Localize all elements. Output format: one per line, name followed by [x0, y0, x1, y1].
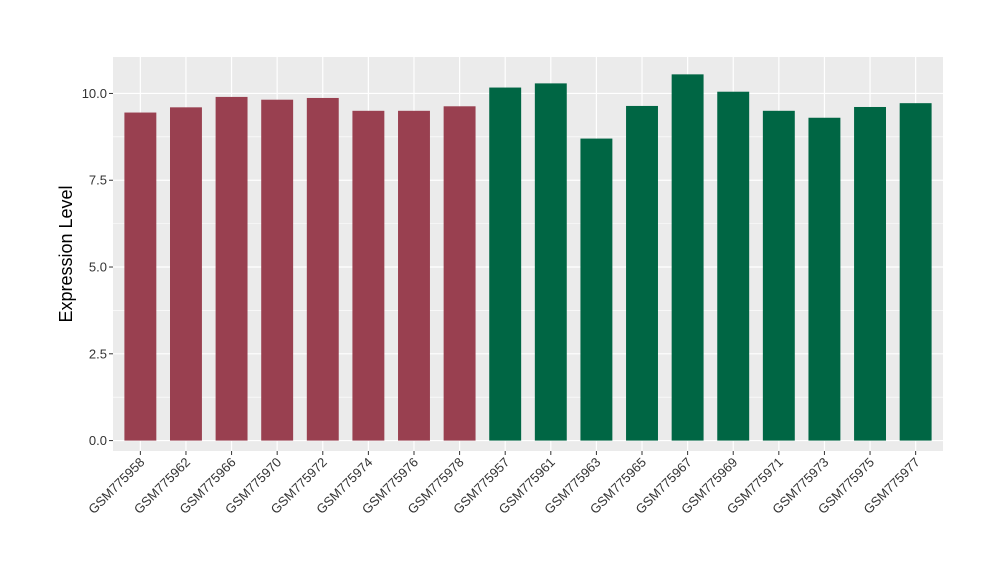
y-tick-label: 2.5 — [89, 346, 107, 361]
y-axis-title: Expression Level — [56, 185, 76, 322]
y-axis: 0.0 2.5 5.0 7.5 10.0 — [82, 86, 113, 448]
bar-GSM775975 — [854, 106, 886, 441]
bar-GSM775962 — [170, 107, 202, 441]
bar-GSM775965 — [626, 105, 658, 441]
y-tick-label: 10.0 — [82, 86, 107, 101]
bar-GSM775958 — [124, 112, 157, 441]
bar-GSM775976 — [398, 110, 430, 441]
bar-GSM775957 — [489, 87, 522, 441]
grid-minor — [113, 136, 943, 398]
bar-GSM775978 — [443, 106, 476, 441]
bar-GSM775967 — [671, 74, 704, 441]
bar-GSM775974 — [352, 110, 385, 441]
bar-GSM775972 — [306, 97, 339, 441]
bar-GSM775973 — [808, 117, 841, 441]
bar-GSM775961 — [534, 83, 567, 441]
y-tick-label: 5.0 — [89, 260, 107, 275]
y-tick-label: 0.0 — [89, 433, 107, 448]
bar-GSM775970 — [261, 99, 294, 441]
plot-panel — [113, 57, 943, 451]
bars — [124, 74, 932, 441]
bar-GSM775971 — [762, 110, 795, 441]
bar-GSM775963 — [580, 138, 613, 441]
bar-GSM775966 — [215, 96, 248, 441]
y-tick-label: 7.5 — [89, 173, 107, 188]
x-axis: GSM775958GSM775962GSM775966GSM775970GSM7… — [85, 451, 923, 517]
bar-GSM775977 — [899, 103, 932, 441]
bar-GSM775969 — [717, 91, 750, 441]
